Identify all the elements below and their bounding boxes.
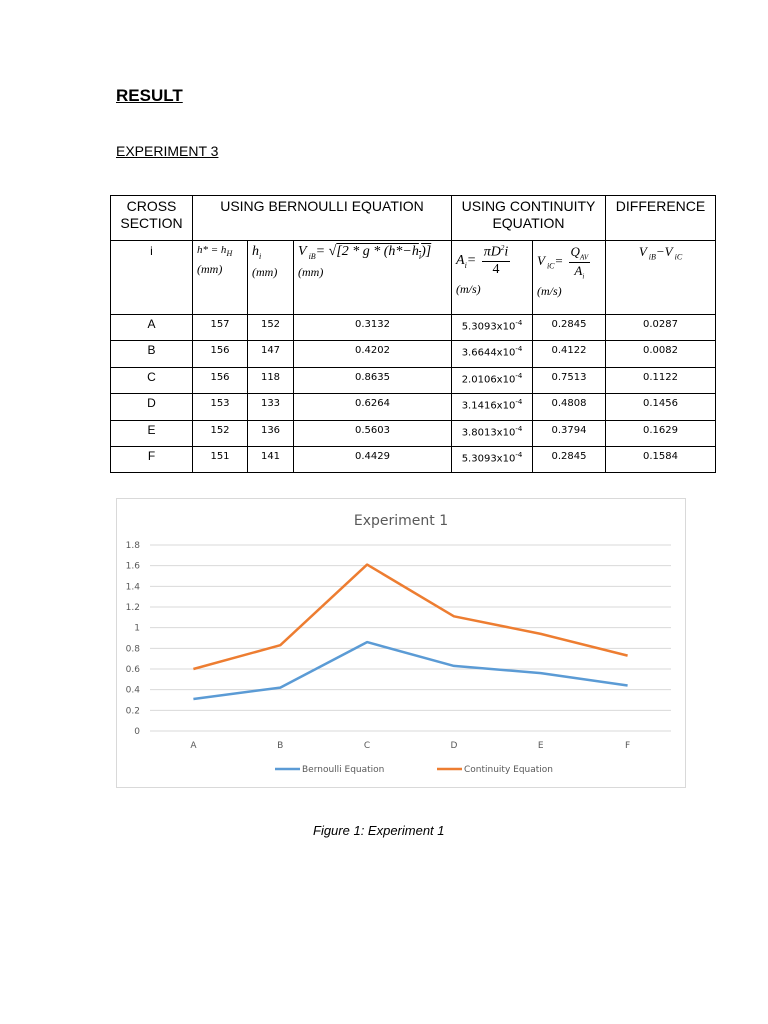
h-i-value: 133 xyxy=(247,393,294,421)
chart-canvas: Experiment 1 0 0.2 0.4 0.6 0.8 1 1.2 1.4 1.6 1.8 A B… xyxy=(126,513,671,775)
a-i-value: 5.3093x10-4 xyxy=(451,446,533,473)
y-tick-label: 0.6 xyxy=(126,665,141,675)
diff-value: 0.0287 xyxy=(605,314,716,341)
subheader-diff: V iB−V iC xyxy=(605,240,716,315)
a-i-value: 3.8013x10-4 xyxy=(451,420,533,447)
v-ic-formula: V iC= QAV Ai xyxy=(537,244,591,281)
v-ib-value: 0.3132 xyxy=(293,314,452,341)
y-tick-label: 1.2 xyxy=(126,603,140,613)
v-ib-formula: V iB= √[2 * g * (h*−hi)] xyxy=(298,244,432,261)
h-star-value: 157 xyxy=(192,314,248,341)
legend-label: Continuity Equation xyxy=(464,765,553,775)
results-table: CROSS SECTION USING BERNOULLI EQUATION U… xyxy=(110,195,716,473)
row-label: C xyxy=(110,367,193,394)
v-ic-value: 0.7513 xyxy=(532,367,606,394)
y-tick-label: 0.4 xyxy=(126,686,141,696)
header-cross-section: CROSS SECTION xyxy=(110,195,193,241)
diff-value: 0.1629 xyxy=(605,420,716,447)
figure-caption: Figure 1: Experiment 1 xyxy=(313,823,445,838)
x-tick-label: E xyxy=(538,741,544,751)
x-tick-label: F xyxy=(625,741,630,751)
subheader-a-i: Ai= πD2i 4 (m/s) xyxy=(451,240,533,315)
v-ib-value: 0.5603 xyxy=(293,420,452,447)
subheader-i: i xyxy=(110,240,193,315)
y-tick-label: 0.8 xyxy=(126,644,141,654)
v-ic-value: 0.3794 xyxy=(532,420,606,447)
row-label: B xyxy=(110,340,193,368)
legend-label: Bernoulli Equation xyxy=(302,765,384,775)
a-i-value: 3.6644x10-4 xyxy=(451,340,533,368)
page-title: RESULT xyxy=(116,86,183,105)
subheader-h-i: hi (mm) xyxy=(247,240,294,315)
table-row: D 153 133 0.6264 3.1416x10-4 0.4808 0.14… xyxy=(110,393,716,421)
h-i-value: 147 xyxy=(247,340,294,368)
table-row: A 157 152 0.3132 5.3093x10-4 0.2845 0.02… xyxy=(110,314,716,341)
y-tick-label: 1 xyxy=(134,624,140,634)
h-star-value: 153 xyxy=(192,393,248,421)
row-label: A xyxy=(110,314,193,341)
x-tick-label: A xyxy=(190,741,197,751)
v-ib-value: 0.8635 xyxy=(293,367,452,394)
x-tick-label: C xyxy=(364,741,370,751)
series-line xyxy=(193,640,628,701)
h-star-formula: h* = hH xyxy=(197,244,233,259)
h-i-formula: hi xyxy=(252,244,262,261)
v-ic-value: 0.2845 xyxy=(532,314,606,341)
table-row: F 151 141 0.4429 5.3093x10-4 0.2845 0.15… xyxy=(110,446,716,473)
y-tick-label: 1.8 xyxy=(126,541,141,551)
h-i-value: 141 xyxy=(247,446,294,473)
y-tick-label: 1.4 xyxy=(126,582,141,592)
header-continuity: USING CONTINUITY EQUATION xyxy=(451,195,606,241)
a-i-value: 3.1416x10-4 xyxy=(451,393,533,421)
h-i-value: 118 xyxy=(247,367,294,394)
subheader-v-ib: V iB= √[2 * g * (h*−hi)] (mm) xyxy=(293,240,452,315)
subheader-v-ic: V iC= QAV Ai (m/s) xyxy=(532,240,606,315)
y-tick-label: 1.6 xyxy=(126,562,141,572)
diff-value: 0.1122 xyxy=(605,367,716,394)
diff-value: 0.1456 xyxy=(605,393,716,421)
a-i-value: 5.3093x10-4 xyxy=(451,314,533,341)
header-difference: DIFFERENCE xyxy=(605,195,716,241)
y-tick-label: 0 xyxy=(134,727,140,737)
x-tick-label: D xyxy=(450,741,457,751)
a-i-value: 2.0106x10-4 xyxy=(451,367,533,394)
h-i-value: 152 xyxy=(247,314,294,341)
v-ib-value: 0.4429 xyxy=(293,446,452,473)
v-ic-value: 0.4122 xyxy=(532,340,606,368)
header-bernoulli: USING BERNOULLI EQUATION xyxy=(192,195,452,241)
x-tick-label: B xyxy=(277,741,283,751)
table-row: C 156 118 0.8635 2.0106x10-4 0.7513 0.11… xyxy=(110,367,716,394)
diff-value: 0.1584 xyxy=(605,446,716,473)
y-tick-label: 0.2 xyxy=(126,706,140,716)
h-star-value: 152 xyxy=(192,420,248,447)
h-star-value: 156 xyxy=(192,340,248,368)
chart-title: Experiment 1 xyxy=(354,513,448,529)
section-subtitle: EXPERIMENT 3 xyxy=(116,143,219,159)
diff-value: 0.0082 xyxy=(605,340,716,368)
v-ic-value: 0.2845 xyxy=(532,446,606,473)
line-chart: Experiment 1 0 0.2 0.4 0.6 0.8 1 1.2 1.4 1.6 1.8 A B… xyxy=(116,498,686,788)
a-i-formula: Ai= πD2i 4 xyxy=(456,244,511,277)
row-label: F xyxy=(110,446,193,473)
row-label: D xyxy=(110,393,193,421)
table-row: E 152 136 0.5603 3.8013x10-4 0.3794 0.16… xyxy=(110,420,716,447)
diff-formula: V iB−V iC xyxy=(638,244,683,262)
subheader-h-star: h* = hH (mm) xyxy=(192,240,248,315)
v-ib-value: 0.6264 xyxy=(293,393,452,421)
h-star-value: 156 xyxy=(192,367,248,394)
series-line xyxy=(193,563,628,671)
table-row: B 156 147 0.4202 3.6644x10-4 0.4122 0.00… xyxy=(110,340,716,368)
v-ib-value: 0.4202 xyxy=(293,340,452,368)
v-ic-value: 0.4808 xyxy=(532,393,606,421)
h-star-value: 151 xyxy=(192,446,248,473)
row-label: E xyxy=(110,420,193,447)
h-i-value: 136 xyxy=(247,420,294,447)
